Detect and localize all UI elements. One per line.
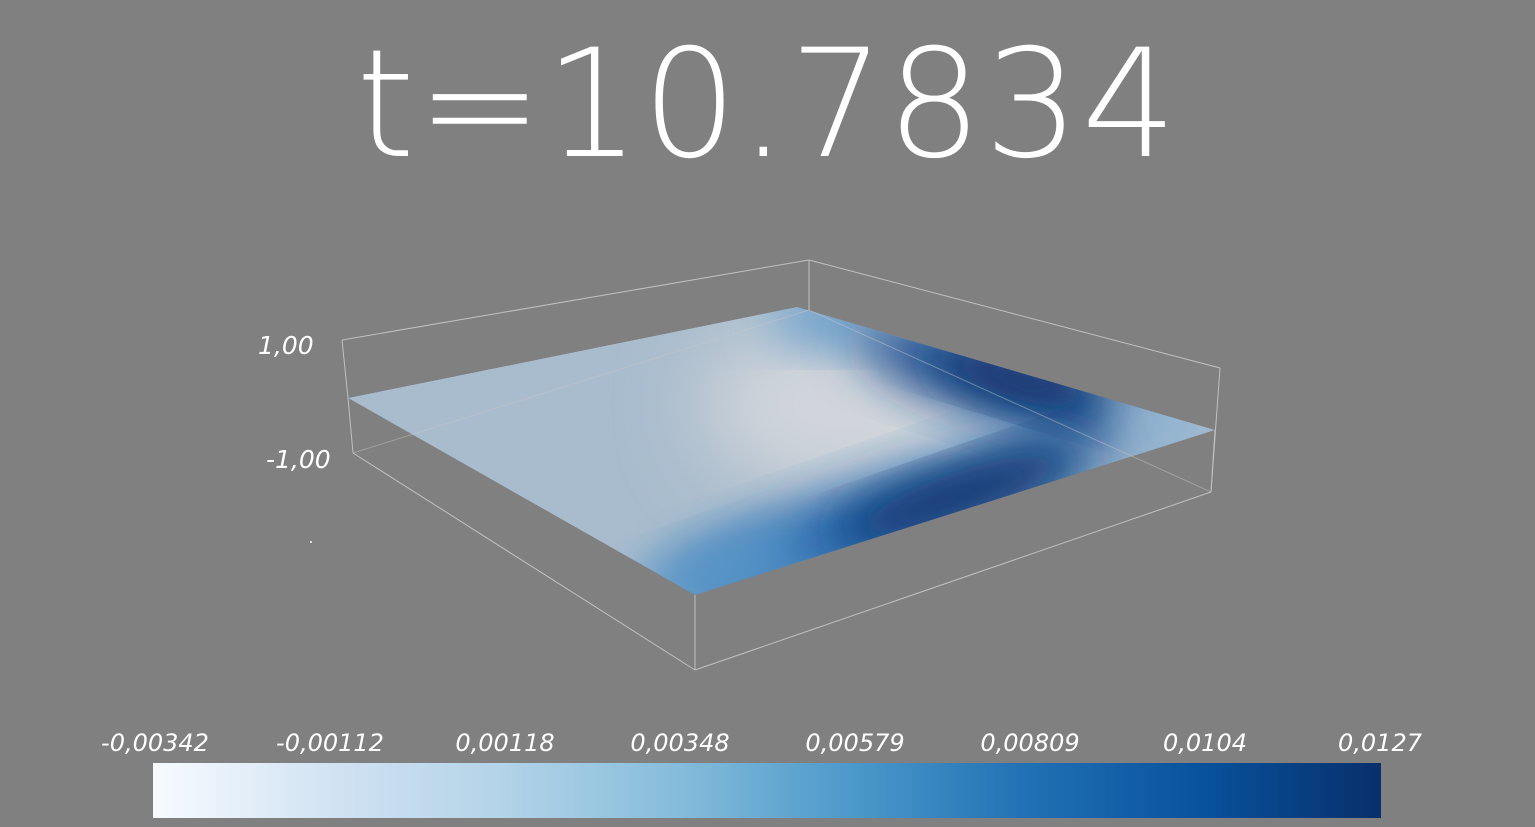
bounding-box-front [347,309,1221,671]
colorbar-tick-label: 0,0104 [1163,729,1247,757]
scalar-field-surface [348,307,1215,595]
time-title: t=10.7834 [356,18,1179,192]
colorbar-gradient [153,763,1381,818]
colorbar-tick-label: 0,00348 [630,729,730,757]
colorbar [153,763,1381,818]
colorbar-tick-label: 0,00809 [980,729,1080,757]
scene-dot [310,541,312,543]
z-axis-min-label: -1,00 [266,445,331,474]
z-axis-max-label: 1,00 [258,331,314,360]
colorbar-tick-label: -0,00112 [276,729,384,757]
colorbar-tick-label: 0,0127 [1338,729,1422,757]
colorbar-tick-label: -0,00342 [101,729,209,757]
colorbar-tick-label: 0,00118 [455,729,555,757]
colorbar-tick-label: 0,00579 [805,729,905,757]
colorbar-tick-labels: -0,00342 -0,00112 0,00118 0,00348 0,00579 0,0… [0,729,1535,761]
bounding-box-back [341,259,1221,399]
